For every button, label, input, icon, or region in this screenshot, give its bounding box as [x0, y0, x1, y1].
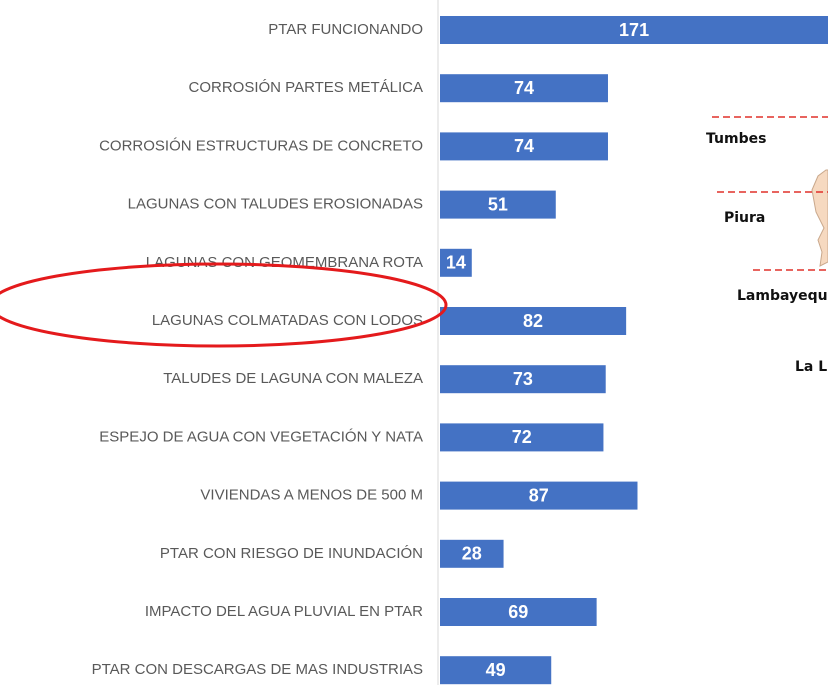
category-label: PTAR CON DESCARGAS DE MAS INDUSTRIAS [92, 661, 423, 678]
value-label: 74 [514, 78, 534, 98]
category-label: LAGUNAS CON TALUDES EROSIONADAS [128, 196, 423, 213]
value-label: 69 [508, 602, 528, 622]
bar [440, 539, 504, 568]
category-label: ESPEJO DE AGUA CON VEGETACIÓN Y NATA [99, 428, 423, 445]
bar [440, 423, 604, 452]
value-label: 49 [486, 660, 506, 680]
highlight-ellipse [0, 262, 448, 348]
bar [440, 190, 556, 219]
value-label: 74 [514, 136, 534, 156]
bar [440, 365, 606, 394]
category-label: PTAR CON RIESGO DE INUNDACIÓN [160, 545, 423, 562]
map-label: La L [795, 359, 827, 375]
category-label: CORROSIÓN PARTES METÁLICA [189, 79, 424, 96]
bar [440, 481, 638, 510]
value-label: 28 [462, 544, 482, 564]
bar [440, 132, 608, 161]
bar [440, 74, 608, 103]
value-label: 87 [529, 485, 549, 505]
map-shape [811, 169, 828, 267]
bar [440, 656, 552, 685]
bar [440, 248, 472, 277]
bar [440, 307, 627, 335]
category-label: LAGUNAS COLMATADAS CON LODOS [152, 312, 423, 329]
category-label: LAGUNAS CON GEOMEMBRANA ROTA [146, 254, 423, 271]
bar [440, 598, 597, 626]
map-label: Tumbes [706, 131, 766, 147]
category-label: VIVIENDAS A MENOS DE 500 M [200, 487, 423, 504]
category-label: CORROSIÓN ESTRUCTURAS DE CONCRETO [99, 137, 423, 154]
value-label: 14 [446, 253, 466, 273]
value-label: 51 [488, 194, 508, 214]
value-label: 73 [513, 369, 533, 389]
map-label: Lambayequ [737, 288, 828, 304]
value-label: 171 [619, 20, 649, 40]
category-label: TALUDES DE LAGUNA CON MALEZA [163, 370, 423, 387]
map-label: Piura [724, 210, 765, 226]
value-label: 72 [512, 427, 532, 447]
category-label: IMPACTO DEL AGUA PLUVIAL EN PTAR [145, 603, 423, 620]
value-label: 82 [523, 311, 543, 331]
bar [440, 16, 828, 44]
category-label: PTAR FUNCIONANDO [268, 21, 423, 38]
